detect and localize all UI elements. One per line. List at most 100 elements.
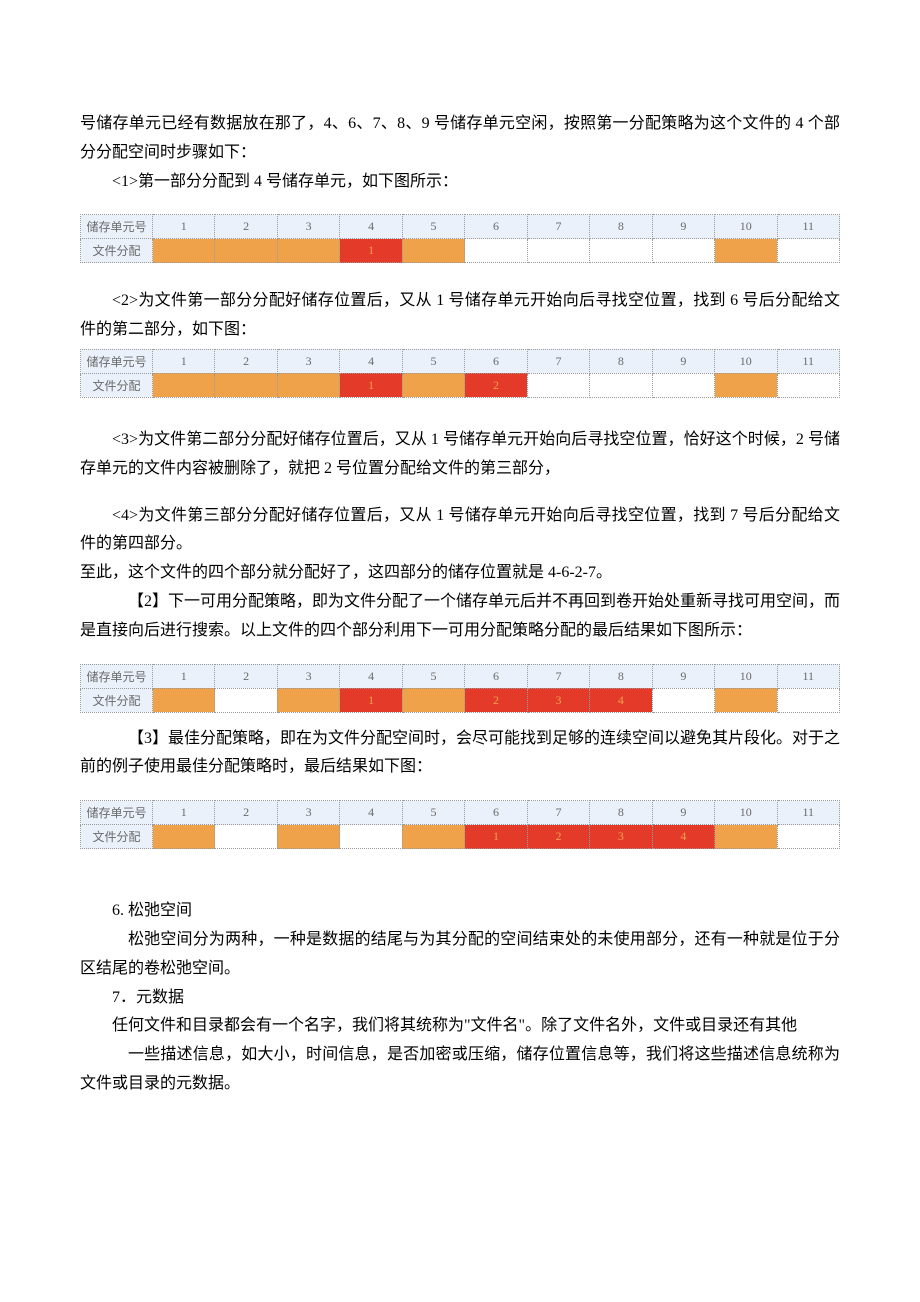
- col-header: 2: [215, 215, 277, 239]
- cell: [402, 373, 464, 397]
- storage-table-1: 储存单元号 1 2 3 4 5 6 7 8 9 10 11 文件分配 1: [80, 214, 840, 263]
- col-header: 5: [402, 801, 464, 825]
- header-label: 储存单元号: [81, 801, 153, 825]
- cell: [652, 373, 714, 397]
- cell: [652, 688, 714, 712]
- cell: [153, 373, 215, 397]
- paragraph: 任何文件和目录都会有一个名字，我们将其统称为"文件名"。除了文件名外，文件或目录…: [80, 1012, 840, 1041]
- paragraph: 至此，这个文件的四个部分就分配好了，这四部分的储存位置就是 4-6-2-7。: [80, 559, 840, 588]
- col-header: 4: [340, 664, 402, 688]
- row-label: 文件分配: [81, 688, 153, 712]
- cell: 2: [527, 825, 589, 849]
- table-header-row: 储存单元号 1 2 3 4 5 6 7 8 9 10 11: [81, 215, 840, 239]
- col-header: 2: [215, 664, 277, 688]
- cell: 3: [590, 825, 652, 849]
- cell: [277, 825, 339, 849]
- cell: [277, 239, 339, 263]
- col-header: 7: [527, 801, 589, 825]
- col-header: 10: [715, 349, 777, 373]
- section-heading: 6. 松弛空间: [80, 897, 840, 926]
- table-data-row: 文件分配 1 2: [81, 373, 840, 397]
- col-header: 4: [340, 801, 402, 825]
- table: 储存单元号 1 2 3 4 5 6 7 8 9 10 11 文件分配 1: [80, 214, 840, 263]
- col-header: 8: [590, 215, 652, 239]
- paragraph: <3>为文件第二部分分配好储存位置后，又从 1 号储存单元开始向后寻找空位置，恰…: [80, 426, 840, 484]
- cell: [527, 239, 589, 263]
- cell: 1: [340, 239, 402, 263]
- col-header: 8: [590, 664, 652, 688]
- table: 储存单元号 1 2 3 4 5 6 7 8 9 10 11 文件分配 1 2: [80, 664, 840, 713]
- col-header: 10: [715, 215, 777, 239]
- col-header: 3: [277, 215, 339, 239]
- cell: [215, 688, 277, 712]
- header-label: 储存单元号: [81, 664, 153, 688]
- col-header: 5: [402, 215, 464, 239]
- storage-table-2: 储存单元号 1 2 3 4 5 6 7 8 9 10 11 文件分配 1 2: [80, 349, 840, 398]
- col-header: 1: [153, 349, 215, 373]
- cell: [652, 239, 714, 263]
- table: 储存单元号 1 2 3 4 5 6 7 8 9 10 11 文件分配 1 2: [80, 349, 840, 398]
- cell: 4: [652, 825, 714, 849]
- paragraph: 号储存单元已经有数据放在那了，4、6、7、8、9 号储存单元空闲，按照第一分配策…: [80, 110, 840, 168]
- table-header-row: 储存单元号 1 2 3 4 5 6 7 8 9 10 11: [81, 349, 840, 373]
- cell: [715, 373, 777, 397]
- header-label: 储存单元号: [81, 215, 153, 239]
- col-header: 5: [402, 664, 464, 688]
- col-header: 3: [277, 349, 339, 373]
- cell: [715, 688, 777, 712]
- col-header: 6: [465, 215, 527, 239]
- cell: [715, 239, 777, 263]
- col-header: 11: [777, 664, 839, 688]
- cell: [402, 825, 464, 849]
- col-header: 10: [715, 801, 777, 825]
- table-header-row: 储存单元号 1 2 3 4 5 6 7 8 9 10 11: [81, 801, 840, 825]
- cell: [402, 239, 464, 263]
- col-header: 8: [590, 801, 652, 825]
- cell: [715, 825, 777, 849]
- row-label: 文件分配: [81, 373, 153, 397]
- paragraph: <2>为文件第一部分分配好储存位置后，又从 1 号储存单元开始向后寻找空位置，找…: [80, 287, 840, 345]
- cell: [465, 239, 527, 263]
- col-header: 2: [215, 349, 277, 373]
- col-header: 3: [277, 664, 339, 688]
- col-header: 9: [652, 349, 714, 373]
- col-header: 6: [465, 664, 527, 688]
- col-header: 9: [652, 215, 714, 239]
- col-header: 1: [153, 664, 215, 688]
- table-header-row: 储存单元号 1 2 3 4 5 6 7 8 9 10 11: [81, 664, 840, 688]
- storage-table-4: 储存单元号 1 2 3 4 5 6 7 8 9 10 11 文件分配 1: [80, 800, 840, 849]
- col-header: 7: [527, 349, 589, 373]
- col-header: 7: [527, 215, 589, 239]
- cell: [340, 825, 402, 849]
- cell: [527, 373, 589, 397]
- table-data-row: 文件分配 1: [81, 239, 840, 263]
- cell: [777, 688, 839, 712]
- col-header: 8: [590, 349, 652, 373]
- col-header: 1: [153, 801, 215, 825]
- cell: [215, 825, 277, 849]
- table: 储存单元号 1 2 3 4 5 6 7 8 9 10 11 文件分配 1: [80, 800, 840, 849]
- paragraph: <4>为文件第三部分分配好储存位置后，又从 1 号储存单元开始向后寻找空位置，找…: [80, 502, 840, 560]
- col-header: 9: [652, 801, 714, 825]
- cell: [777, 239, 839, 263]
- col-header: 1: [153, 215, 215, 239]
- paragraph: 【2】下一可用分配策略，即为文件分配了一个储存单元后并不再回到卷开始处重新寻找可…: [80, 588, 840, 646]
- cell: 1: [465, 825, 527, 849]
- col-header: 11: [777, 215, 839, 239]
- cell: 2: [465, 688, 527, 712]
- cell: 4: [590, 688, 652, 712]
- paragraph: 一些描述信息，如大小，时间信息，是否加密或压缩，储存位置信息等，我们将这些描述信…: [80, 1041, 840, 1099]
- storage-table-3: 储存单元号 1 2 3 4 5 6 7 8 9 10 11 文件分配 1 2: [80, 664, 840, 713]
- col-header: 6: [465, 349, 527, 373]
- cell: [590, 239, 652, 263]
- col-header: 5: [402, 349, 464, 373]
- col-header: 3: [277, 801, 339, 825]
- document-page: 号储存单元已经有数据放在那了，4、6、7、8、9 号储存单元空闲，按照第一分配策…: [0, 0, 920, 1159]
- cell: [153, 825, 215, 849]
- col-header: 11: [777, 349, 839, 373]
- header-label: 储存单元号: [81, 349, 153, 373]
- col-header: 9: [652, 664, 714, 688]
- cell: 1: [340, 688, 402, 712]
- cell: [215, 239, 277, 263]
- paragraph: 【3】最佳分配策略，即在为文件分配空间时，会尽可能找到足够的连续空间以避免其片段…: [80, 725, 840, 783]
